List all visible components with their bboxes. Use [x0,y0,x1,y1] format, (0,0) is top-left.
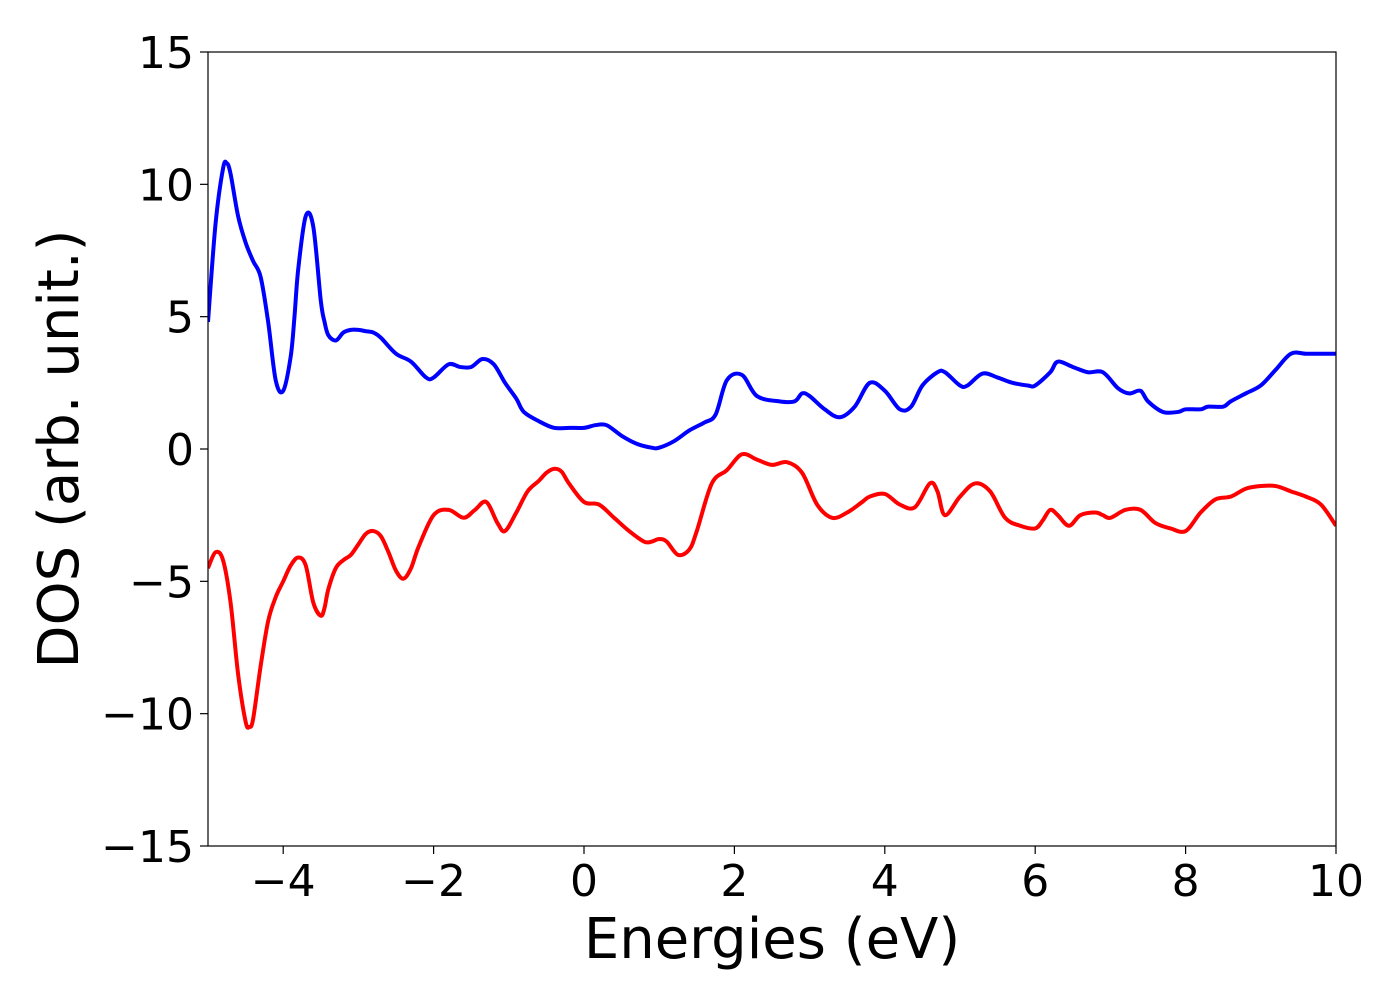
axis-ticks: −4 −2 0 2 4 6 8 10 −15 −10 −5 0 5 10 15 [101,28,1364,907]
y-tick-label: −5 [129,557,194,608]
series-line-red [208,451,1336,730]
y-axis-label: DOS (arb. unit.) [27,229,92,668]
x-tick-label: −4 [251,856,316,907]
series-lines [208,159,1336,730]
x-tick-label: 4 [871,856,899,907]
y-tick-label: 5 [166,293,194,344]
y-tick-label: 15 [138,28,194,79]
y-tick-label: 0 [166,425,194,476]
x-tick-label: 2 [720,856,748,907]
plot-frame [207,51,1337,847]
y-tick-label: 10 [138,160,194,211]
x-tick-label: 10 [1308,856,1364,907]
x-tick-label: 0 [570,856,598,907]
series-line-blue [208,159,1336,451]
x-tick-label: 6 [1021,856,1049,907]
x-tick-label: 8 [1172,856,1200,907]
x-axis-label: Energies (eV) [584,907,960,972]
y-tick-label: −10 [101,690,194,741]
x-tick-label: −2 [401,856,466,907]
y-tick-label: −15 [101,822,194,873]
